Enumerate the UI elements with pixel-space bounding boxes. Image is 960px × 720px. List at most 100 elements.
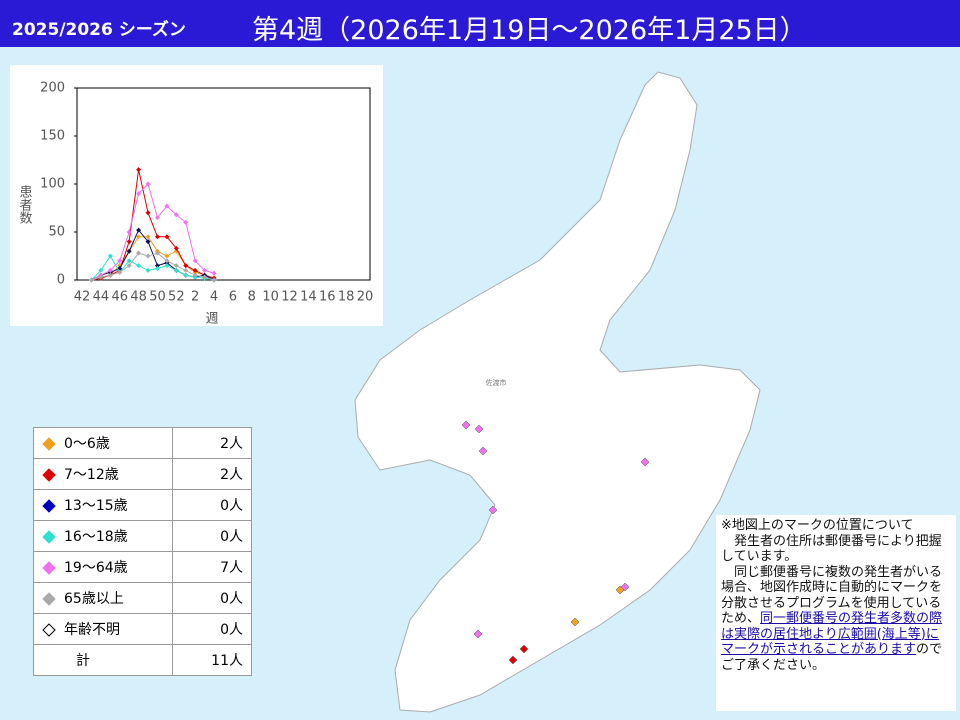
point — [211, 270, 217, 276]
x-tick-label: 16 — [319, 290, 336, 305]
x-tick-label: 4 — [210, 290, 218, 305]
legend-marker — [42, 530, 56, 544]
point — [126, 263, 132, 269]
point — [98, 274, 104, 280]
x-tick-label: 14 — [300, 290, 317, 305]
case-markers — [461, 420, 650, 665]
point — [154, 265, 160, 271]
point — [173, 267, 179, 273]
age-table: 0～6歳 2人 7～12歳 2人 13～15歳 0人 16～18歳 0人 19～64歳 7人 65歳… — [33, 427, 252, 676]
point — [145, 253, 151, 259]
point — [145, 210, 151, 216]
age-cell: 16～18歳 — [33, 520, 173, 552]
table-row: 7～12歳 2人 — [33, 458, 252, 490]
marker — [473, 629, 483, 639]
point — [107, 253, 113, 259]
note-link[interactable]: 同一郵便番号の発生者多数の際は実際の居住地より広範囲(海上等)にマークが示される… — [721, 611, 943, 657]
age-cell: 65歳以上 — [33, 582, 173, 614]
point — [173, 263, 179, 269]
point — [136, 167, 142, 173]
point — [154, 250, 160, 256]
age-label: 16～18歳 — [64, 529, 128, 545]
x-tick-label: 18 — [338, 290, 355, 305]
series-line — [91, 169, 215, 281]
x-tick-label: 20 — [357, 290, 374, 305]
point — [202, 267, 208, 273]
table-row: 計 11人 — [33, 644, 252, 676]
marker-shape — [42, 530, 56, 544]
count-cell: 0人 — [172, 520, 252, 552]
point — [117, 269, 123, 275]
note-text: 発生者の住所は郵便番号により把握しています。 — [721, 533, 942, 565]
age-cell: 年齢不明 — [33, 613, 173, 645]
note: ※地図上のマークの位置について 発生者の住所は郵便番号により把握しています。 同… — [716, 515, 956, 711]
age-cell: 19～64歳 — [33, 551, 173, 583]
marker-shape — [42, 561, 56, 575]
count-cell: 0人 — [172, 613, 252, 645]
point — [136, 263, 142, 269]
point — [173, 245, 179, 251]
note-text: のでご了承ください。 — [721, 642, 943, 673]
marker-shape — [42, 592, 56, 606]
series-line — [91, 183, 215, 281]
x-axis-label: 週 — [205, 312, 218, 327]
x-tick-label: 46 — [111, 290, 128, 305]
point — [126, 248, 132, 254]
point — [136, 191, 142, 197]
marker — [474, 424, 484, 434]
marker — [640, 457, 650, 467]
header: 2025/2026 シーズン 第4週（2026年1月19日～2026年1月25日… — [0, 0, 960, 47]
x-tick-label: 8 — [248, 290, 256, 305]
season: 2025/2026 シーズン — [12, 20, 186, 40]
point — [211, 277, 217, 283]
marker — [488, 505, 498, 515]
count-cell: 2人 — [172, 458, 252, 490]
point — [154, 263, 160, 269]
map: 佐渡市 — [354, 71, 761, 713]
point — [126, 258, 132, 264]
age-label: 13～15歳 — [64, 498, 128, 514]
point — [164, 203, 170, 209]
y-tick-label: 100 — [40, 177, 65, 192]
age-label: 年齢不明 — [64, 622, 120, 638]
y-tick-label: 200 — [40, 81, 65, 96]
point — [145, 267, 151, 273]
map-label: 佐渡市 — [486, 378, 507, 387]
age-label: 計 — [76, 653, 90, 669]
point — [136, 234, 142, 240]
point — [164, 263, 170, 269]
x-tick-label: 12 — [281, 290, 298, 305]
marker — [615, 585, 625, 595]
table-row: 年齢不明 0人 — [33, 613, 252, 645]
point — [164, 253, 170, 259]
point — [192, 272, 198, 278]
age-cell: 0～6歳 — [33, 427, 173, 459]
age-label: 65歳以上 — [64, 591, 124, 607]
note-text: 同じ郵便番号に複数の発生者がいる場合、地図作成時に自動的にマークを分散させるプロ… — [721, 565, 951, 674]
point — [126, 229, 132, 235]
count-cell: 2人 — [172, 427, 252, 459]
point — [145, 181, 151, 187]
marker — [519, 644, 529, 654]
age-cell: 計 — [33, 644, 173, 676]
x-tick-label: 10 — [262, 290, 279, 305]
legend-marker — [42, 499, 56, 513]
point — [88, 277, 94, 283]
point — [202, 274, 208, 280]
marker-shape — [42, 623, 56, 637]
age-cell: 7～12歳 — [33, 458, 173, 490]
marker-shape — [42, 468, 56, 482]
point — [98, 267, 104, 273]
table-row: 16～18歳 0人 — [33, 520, 252, 552]
y-axis-label: 患者数 — [17, 185, 33, 224]
point — [126, 239, 132, 245]
count-cell: 7人 — [172, 551, 252, 583]
age-cell: 13～15歳 — [33, 489, 173, 521]
week-title: 第4週（2026年1月19日～2026年1月25日） — [252, 15, 807, 46]
point — [117, 258, 123, 264]
legend-marker — [42, 561, 56, 575]
legend-marker — [42, 623, 56, 637]
y-tick-label: 150 — [40, 129, 65, 144]
